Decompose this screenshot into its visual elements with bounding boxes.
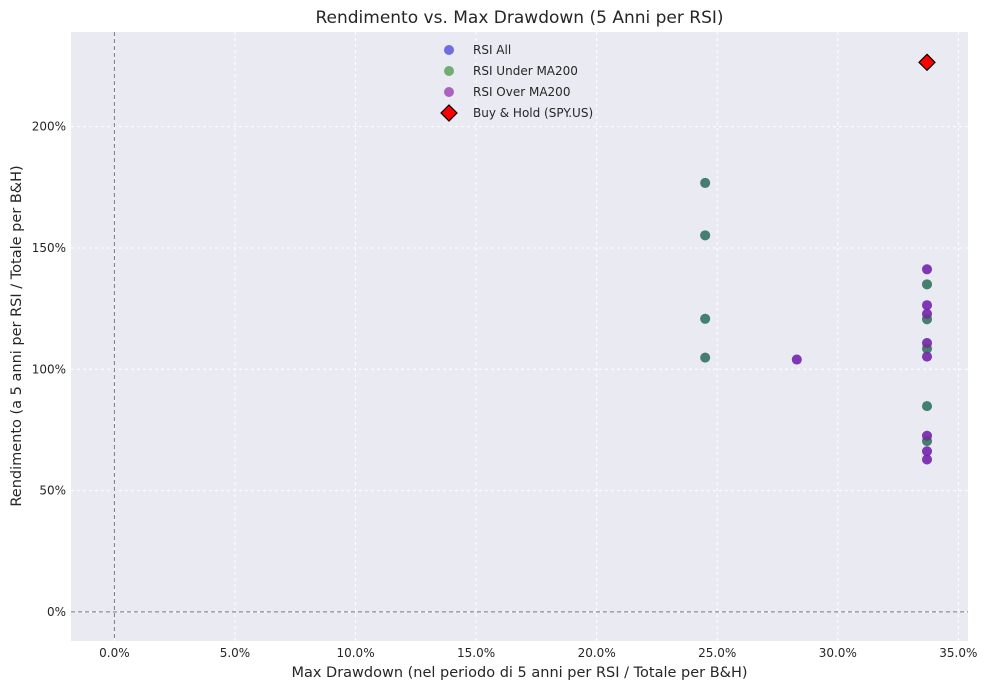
x-tick-label: 35.0% xyxy=(939,646,977,660)
x-tick-label: 5.0% xyxy=(220,646,251,660)
legend-marker xyxy=(440,104,458,122)
y-tick-label: 150% xyxy=(32,241,66,255)
y-tick-label: 0% xyxy=(47,605,66,619)
y-tick-label: 50% xyxy=(39,484,66,498)
legend-marker xyxy=(444,66,454,76)
y-axis-label: Rendimento (a 5 anni per RSI / Totale pe… xyxy=(9,165,25,506)
data-point xyxy=(922,454,933,465)
x-tick-label: 30.0% xyxy=(819,646,857,660)
data-point xyxy=(791,354,802,365)
legend-label: RSI All xyxy=(473,43,511,57)
legend-marker xyxy=(444,45,454,55)
chart-title: Rendimento vs. Max Drawdown (5 Anni per … xyxy=(315,8,723,28)
data-point xyxy=(700,230,711,241)
data-point xyxy=(922,308,933,319)
x-tick-label: 20.0% xyxy=(578,646,616,660)
data-point xyxy=(700,352,711,363)
data-point xyxy=(922,279,933,290)
y-tick-label: 200% xyxy=(32,120,66,134)
x-tick-label: 25.0% xyxy=(698,646,736,660)
x-tick-label: 15.0% xyxy=(457,646,495,660)
legend: RSI All RSI Under MA200 RSI Over MA200 Buy … xyxy=(440,43,593,122)
data-point xyxy=(922,338,933,349)
data-point-diamond xyxy=(918,53,936,72)
data-point xyxy=(922,430,933,441)
data-point xyxy=(922,351,933,362)
legend-marker xyxy=(444,87,454,97)
data-point xyxy=(700,313,711,324)
y-axis-ticks: 0% 50% 100% 150% 200% xyxy=(32,120,66,619)
legend-label: RSI Under MA200 xyxy=(473,64,578,78)
legend-label: Buy & Hold (SPY.US) xyxy=(473,106,593,120)
data-point xyxy=(922,264,933,275)
reference-lines xyxy=(71,32,968,641)
x-axis-ticks: 0.0% 5.0% 10.0% 15.0% 20.0% 25.0% 30.0% 35.0% xyxy=(99,646,977,660)
data-point xyxy=(922,446,933,457)
legend-label: RSI Over MA200 xyxy=(473,85,570,99)
data-points xyxy=(700,53,936,465)
x-axis-label: Max Drawdown (nel periodo di 5 anni per … xyxy=(291,665,747,681)
x-tick-label: 0.0% xyxy=(99,646,130,660)
data-point xyxy=(922,300,933,311)
y-tick-label: 100% xyxy=(32,362,66,376)
data-point xyxy=(700,177,711,188)
plot-background xyxy=(71,32,968,641)
x-tick-label: 10.0% xyxy=(336,646,374,660)
data-point xyxy=(922,401,933,412)
